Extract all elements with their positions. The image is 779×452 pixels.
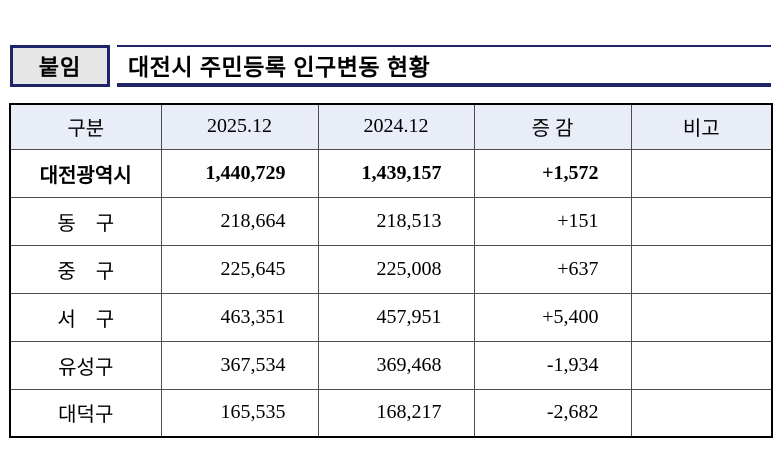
cell-change: +1,572: [473, 148, 632, 198]
cell-v2024: 369,468: [317, 340, 475, 390]
attachment-label-box: 붙임: [10, 45, 110, 87]
table-row: 중 구 225,645 225,008 +637: [9, 244, 773, 294]
cell-region: 동 구: [9, 196, 162, 246]
cell-change: +637: [473, 244, 632, 294]
table-row: 서 구 463,351 457,951 +5,400: [9, 292, 773, 342]
cell-region: 서 구: [9, 292, 162, 342]
table-row: 동 구 218,664 218,513 +151: [9, 196, 773, 246]
cell-v2024: 168,217: [317, 388, 475, 438]
cell-note: [630, 244, 773, 294]
title-block: 대전시 주민등록 인구변동 현황: [117, 45, 771, 87]
cell-v2025: 218,664: [160, 196, 319, 246]
table-row: 대덕구 165,535 168,217 -2,682: [9, 388, 773, 438]
table-header-row: 구분 2025.12 2024.12 증 감 비고: [9, 103, 773, 150]
document-header: 붙임 대전시 주민등록 인구변동 현황: [10, 45, 771, 87]
column-header-change: 증 감: [473, 103, 632, 150]
cell-region: 중 구: [9, 244, 162, 294]
cell-change: +151: [473, 196, 632, 246]
population-table: 구분 2025.12 2024.12 증 감 비고 대전광역시 1,440,729…: [9, 103, 773, 438]
cell-v2025: 1,440,729: [160, 148, 319, 198]
cell-v2024: 457,951: [317, 292, 475, 342]
cell-v2025: 463,351: [160, 292, 319, 342]
table-row: 대전광역시 1,440,729 1,439,157 +1,572: [9, 148, 773, 198]
column-header-2024-12: 2024.12: [317, 103, 475, 150]
cell-v2025: 165,535: [160, 388, 319, 438]
table-body: 대전광역시 1,440,729 1,439,157 +1,572 동 구 218,664 2…: [9, 148, 773, 438]
cell-change: +5,400: [473, 292, 632, 342]
cell-v2025: 225,645: [160, 244, 319, 294]
cell-v2024: 218,513: [317, 196, 475, 246]
cell-v2024: 1,439,157: [317, 148, 475, 198]
cell-region: 대전광역시: [9, 148, 162, 198]
cell-v2025: 367,534: [160, 340, 319, 390]
cell-change: -1,934: [473, 340, 632, 390]
cell-change: -2,682: [473, 388, 632, 438]
page-title: 대전시 주민등록 인구변동 현황: [128, 54, 431, 80]
column-header-note: 비고: [630, 103, 773, 150]
cell-v2024: 225,008: [317, 244, 475, 294]
table-header: 구분 2025.12 2024.12 증 감 비고: [9, 103, 773, 150]
cell-note: [630, 292, 773, 342]
cell-note: [630, 196, 773, 246]
cell-note: [630, 148, 773, 198]
table-row: 유성구 367,534 369,468 -1,934: [9, 340, 773, 390]
cell-note: [630, 388, 773, 438]
column-header-region: 구분: [9, 103, 162, 150]
cell-note: [630, 340, 773, 390]
cell-region: 대덕구: [9, 388, 162, 438]
cell-region: 유성구: [9, 340, 162, 390]
column-header-2025-12: 2025.12: [160, 103, 319, 150]
